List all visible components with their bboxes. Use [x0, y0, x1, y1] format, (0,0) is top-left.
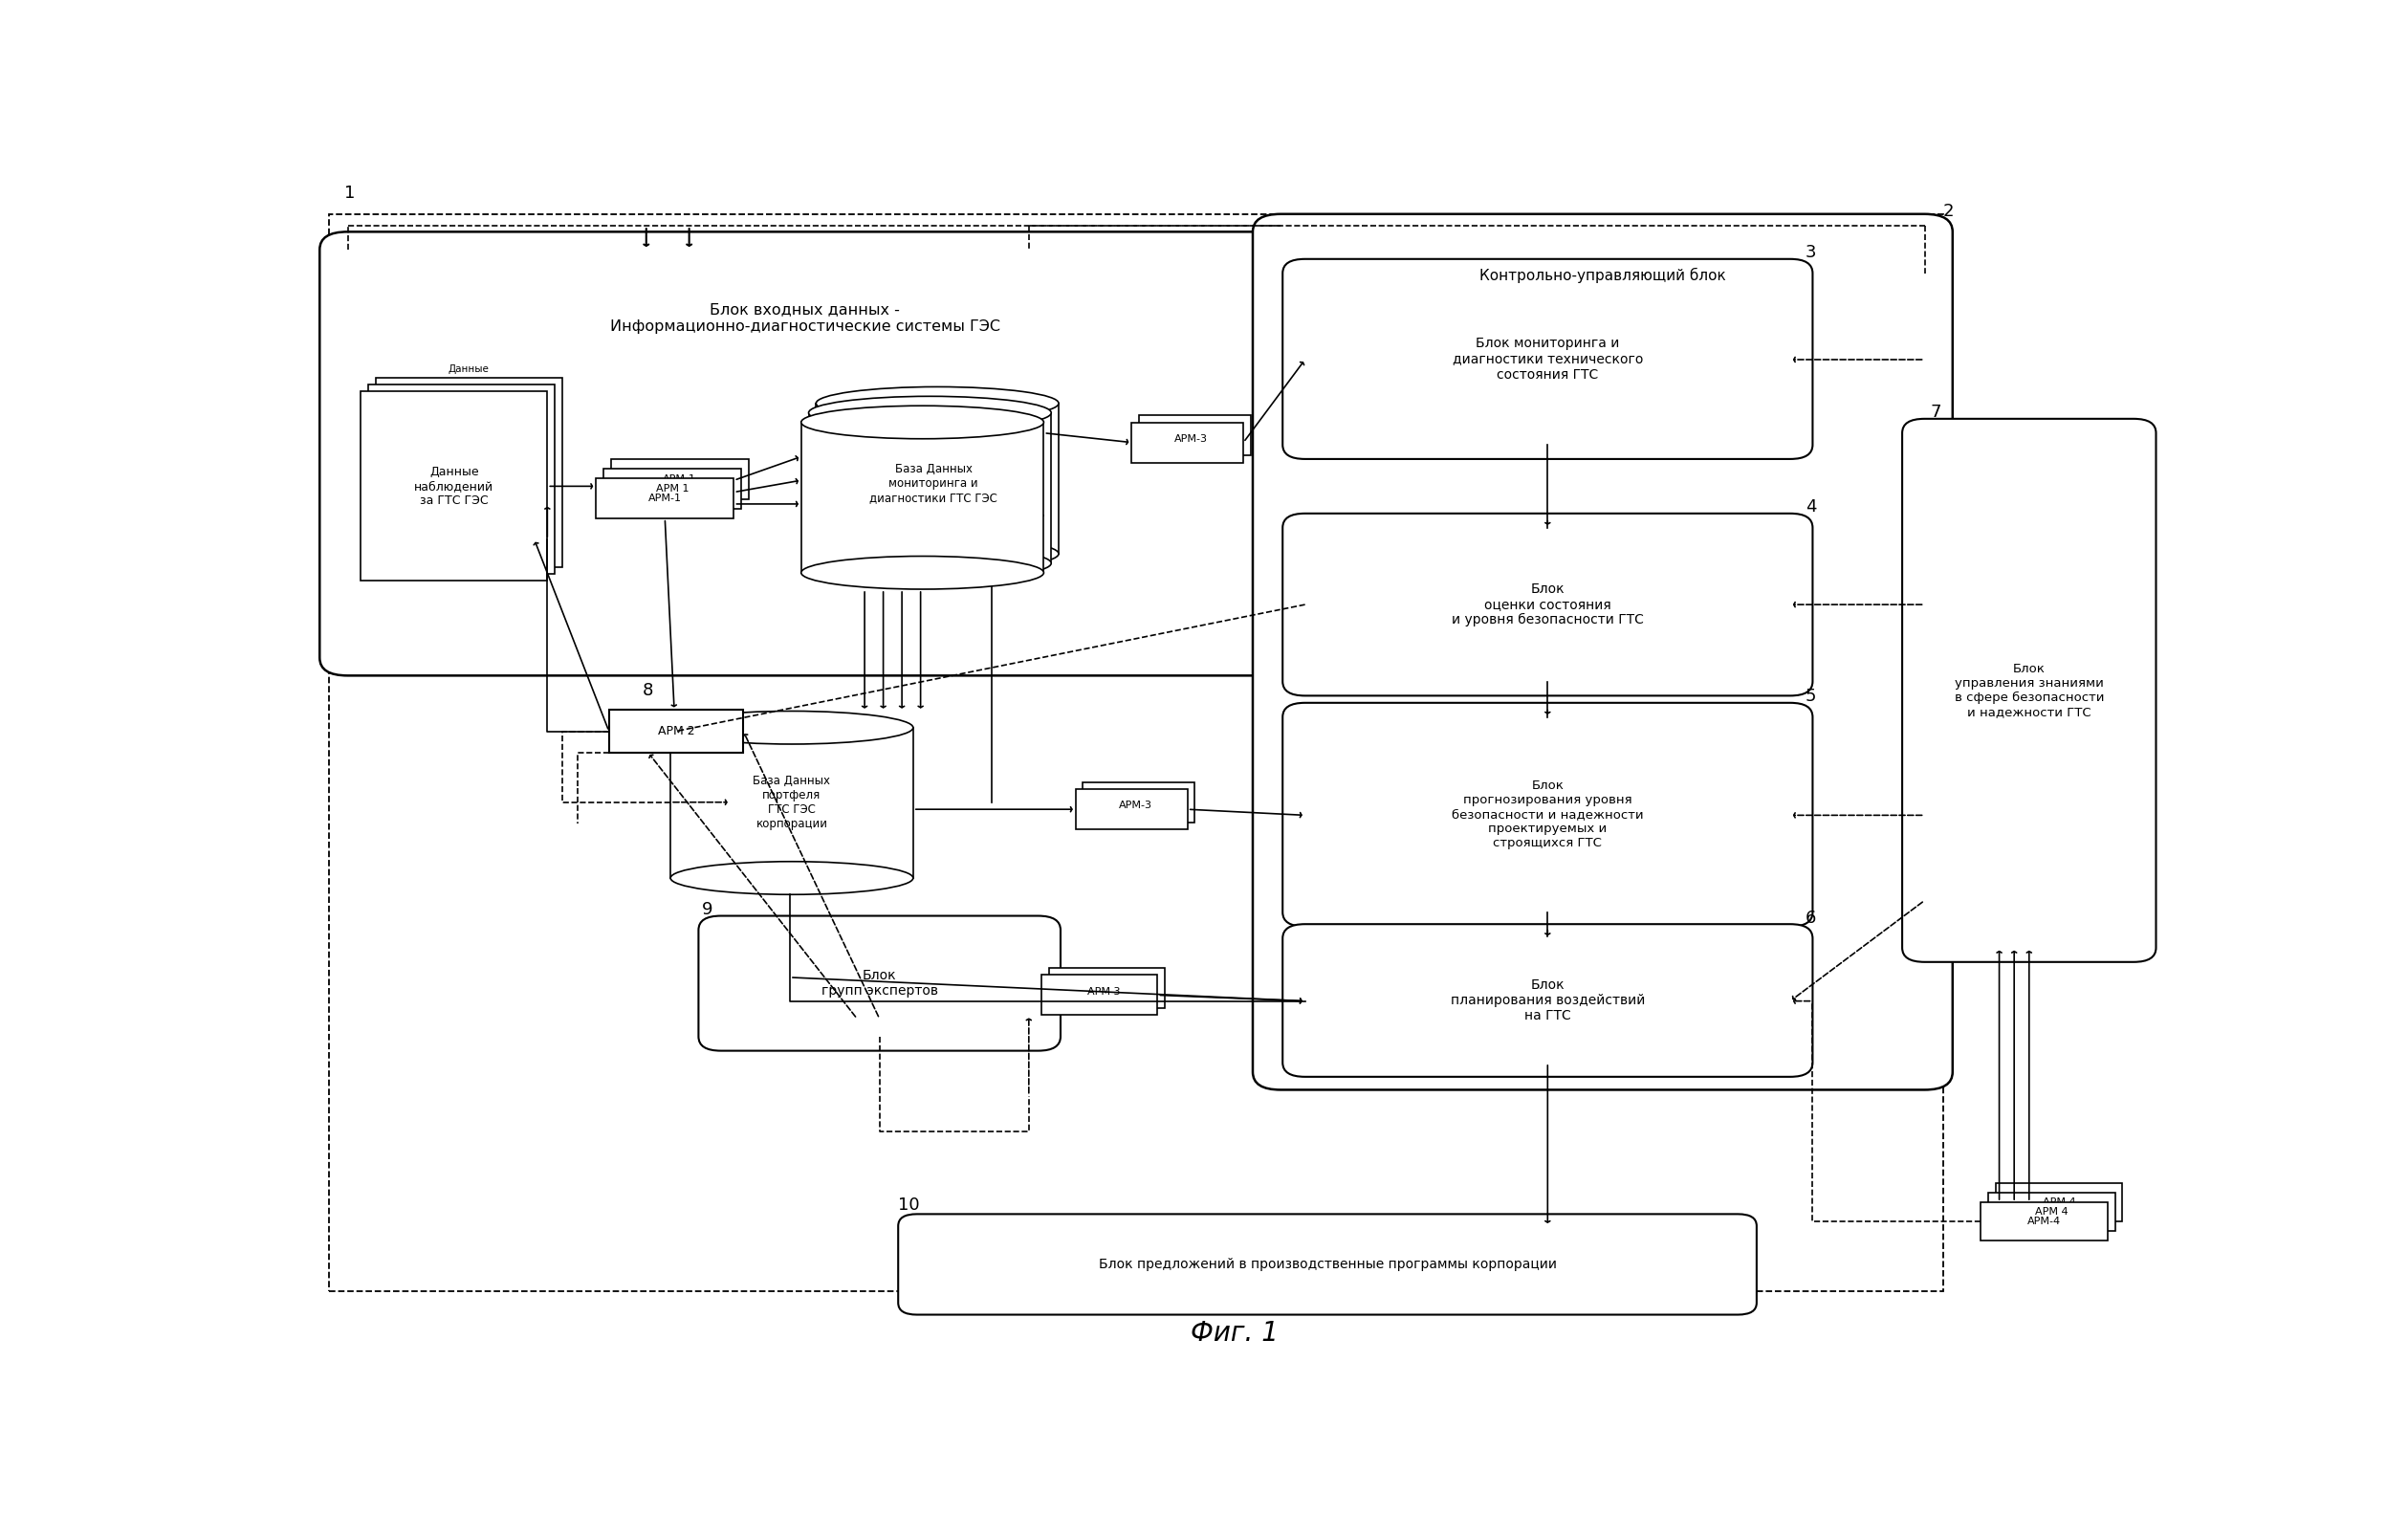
Bar — [1084, 782, 1194, 822]
Text: База Данных
мониторинга и
диагностики ГТС ГЭС: База Данных мониторинга и диагностики ГТ… — [869, 463, 997, 504]
FancyBboxPatch shape — [1283, 513, 1813, 696]
Bar — [669, 727, 913, 878]
Text: 9: 9 — [703, 901, 713, 918]
Text: Блок
планирования воздействий
на ГТС: Блок планирования воздействий на ГТС — [1450, 978, 1645, 1022]
Text: 10: 10 — [898, 1197, 920, 1214]
Text: 5: 5 — [1806, 689, 1816, 705]
Bar — [376, 378, 561, 567]
Text: Данные: Данные — [448, 364, 489, 373]
Text: 1: 1 — [344, 184, 354, 203]
Text: 2: 2 — [1943, 203, 1955, 220]
FancyBboxPatch shape — [1283, 702, 1813, 927]
Bar — [604, 469, 742, 509]
Text: Фиг. 1: Фиг. 1 — [1190, 1320, 1279, 1346]
Bar — [1982, 1202, 2107, 1240]
Ellipse shape — [669, 712, 913, 744]
Bar — [1989, 1193, 2114, 1231]
Ellipse shape — [802, 556, 1043, 589]
Bar — [816, 403, 1060, 553]
Bar — [609, 710, 744, 753]
Bar — [1996, 1183, 2121, 1222]
Bar — [330, 214, 1943, 1291]
Bar — [1050, 968, 1165, 1008]
Text: Блок мониторинга и
диагностики технического
состояния ГТС: Блок мониторинга и диагностики техническ… — [1452, 337, 1642, 381]
Bar — [1139, 415, 1250, 455]
FancyBboxPatch shape — [1283, 924, 1813, 1077]
Bar — [361, 392, 547, 581]
Text: 3: 3 — [1806, 244, 1816, 261]
FancyBboxPatch shape — [1283, 260, 1813, 460]
Bar — [368, 384, 554, 573]
Text: Данные
наблюдений
за ГТС ГЭС: Данные наблюдений за ГТС ГЭС — [414, 466, 494, 507]
Bar — [1076, 788, 1187, 830]
FancyBboxPatch shape — [320, 232, 1291, 676]
FancyBboxPatch shape — [1252, 214, 1953, 1090]
Bar — [595, 478, 734, 518]
Bar — [612, 460, 749, 500]
Text: АРМ-1: АРМ-1 — [662, 475, 696, 484]
Bar — [1132, 423, 1243, 463]
Text: Блок
групп экспертов: Блок групп экспертов — [821, 968, 937, 998]
Text: Блок
оценки состояния
и уровня безопасности ГТС: Блок оценки состояния и уровня безопасно… — [1452, 583, 1645, 627]
Text: АРМ-3: АРМ-3 — [1175, 433, 1209, 444]
Ellipse shape — [809, 397, 1052, 429]
Bar — [1043, 974, 1158, 1016]
Text: Контрольно-управляющий блок: Контрольно-управляющий блок — [1479, 267, 1727, 283]
Text: АРМ-3: АРМ-3 — [1117, 801, 1151, 810]
Text: Блок входных данных -
Информационно-диагностические системы ГЭС: Блок входных данных - Информационно-диаг… — [609, 303, 999, 334]
Text: АРМ 4: АРМ 4 — [2042, 1197, 2076, 1207]
Text: База Данных
портфеля
ГТС ГЭС
корпорации: База Данных портфеля ГТС ГЭС корпорации — [754, 775, 831, 830]
Ellipse shape — [816, 387, 1060, 420]
Text: АРМ 4: АРМ 4 — [2035, 1207, 2068, 1216]
Ellipse shape — [816, 538, 1060, 570]
Text: 8: 8 — [643, 682, 653, 699]
Text: Блок
прогнозирования уровня
безопасности и надежности
проектируемых и
строящихся: Блок прогнозирования уровня безопасности… — [1452, 779, 1645, 850]
Text: АРМ 3: АРМ 3 — [1086, 987, 1120, 996]
Text: 7: 7 — [1931, 404, 1941, 421]
Text: 6: 6 — [1806, 910, 1816, 927]
Text: АРМ-4: АРМ-4 — [2028, 1216, 2061, 1227]
Text: Блок предложений в производственные программы корпорации: Блок предложений в производственные прог… — [1098, 1257, 1556, 1271]
Ellipse shape — [802, 406, 1043, 438]
Text: 4: 4 — [1806, 498, 1816, 516]
Text: АРМ 2: АРМ 2 — [657, 725, 694, 738]
FancyBboxPatch shape — [898, 1214, 1758, 1314]
Text: АРМ 1: АРМ 1 — [655, 484, 689, 493]
Bar — [802, 423, 1043, 573]
Ellipse shape — [669, 862, 913, 895]
Text: Блок
управления знаниями
в сфере безопасности
и надежности ГТС: Блок управления знаниями в сфере безопас… — [1955, 662, 2105, 718]
Text: АРМ-1: АРМ-1 — [648, 493, 681, 503]
Bar — [809, 413, 1052, 563]
FancyBboxPatch shape — [1902, 418, 2155, 962]
Ellipse shape — [809, 547, 1052, 579]
FancyBboxPatch shape — [698, 916, 1060, 1051]
